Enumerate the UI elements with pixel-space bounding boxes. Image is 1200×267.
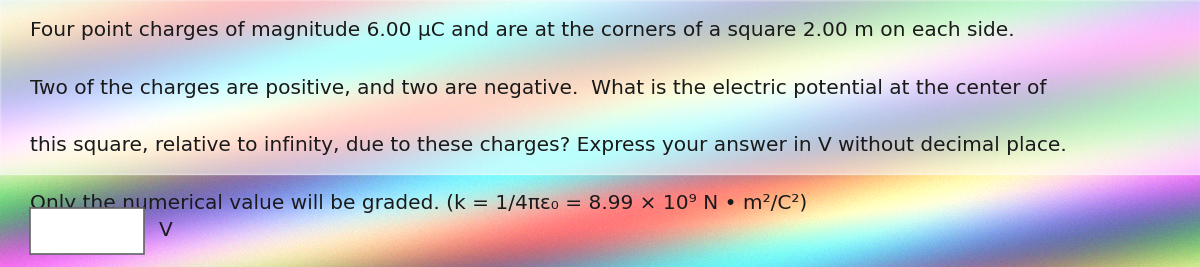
Text: Four point charges of magnitude 6.00 μC and are at the corners of a square 2.00 : Four point charges of magnitude 6.00 μC … bbox=[30, 21, 1015, 40]
Text: Two of the charges are positive, and two are negative.  What is the electric pot: Two of the charges are positive, and two… bbox=[30, 79, 1046, 98]
Text: Only the numerical value will be graded. (k = 1/4πε₀ = 8.99 × 10⁹ N • m²/C²): Only the numerical value will be graded.… bbox=[30, 194, 808, 213]
Bar bbox=[0, 0, 1200, 174]
FancyBboxPatch shape bbox=[30, 208, 144, 254]
Text: V: V bbox=[158, 221, 172, 241]
Text: this square, relative to infinity, due to these charges? Express your answer in : this square, relative to infinity, due t… bbox=[30, 136, 1067, 155]
